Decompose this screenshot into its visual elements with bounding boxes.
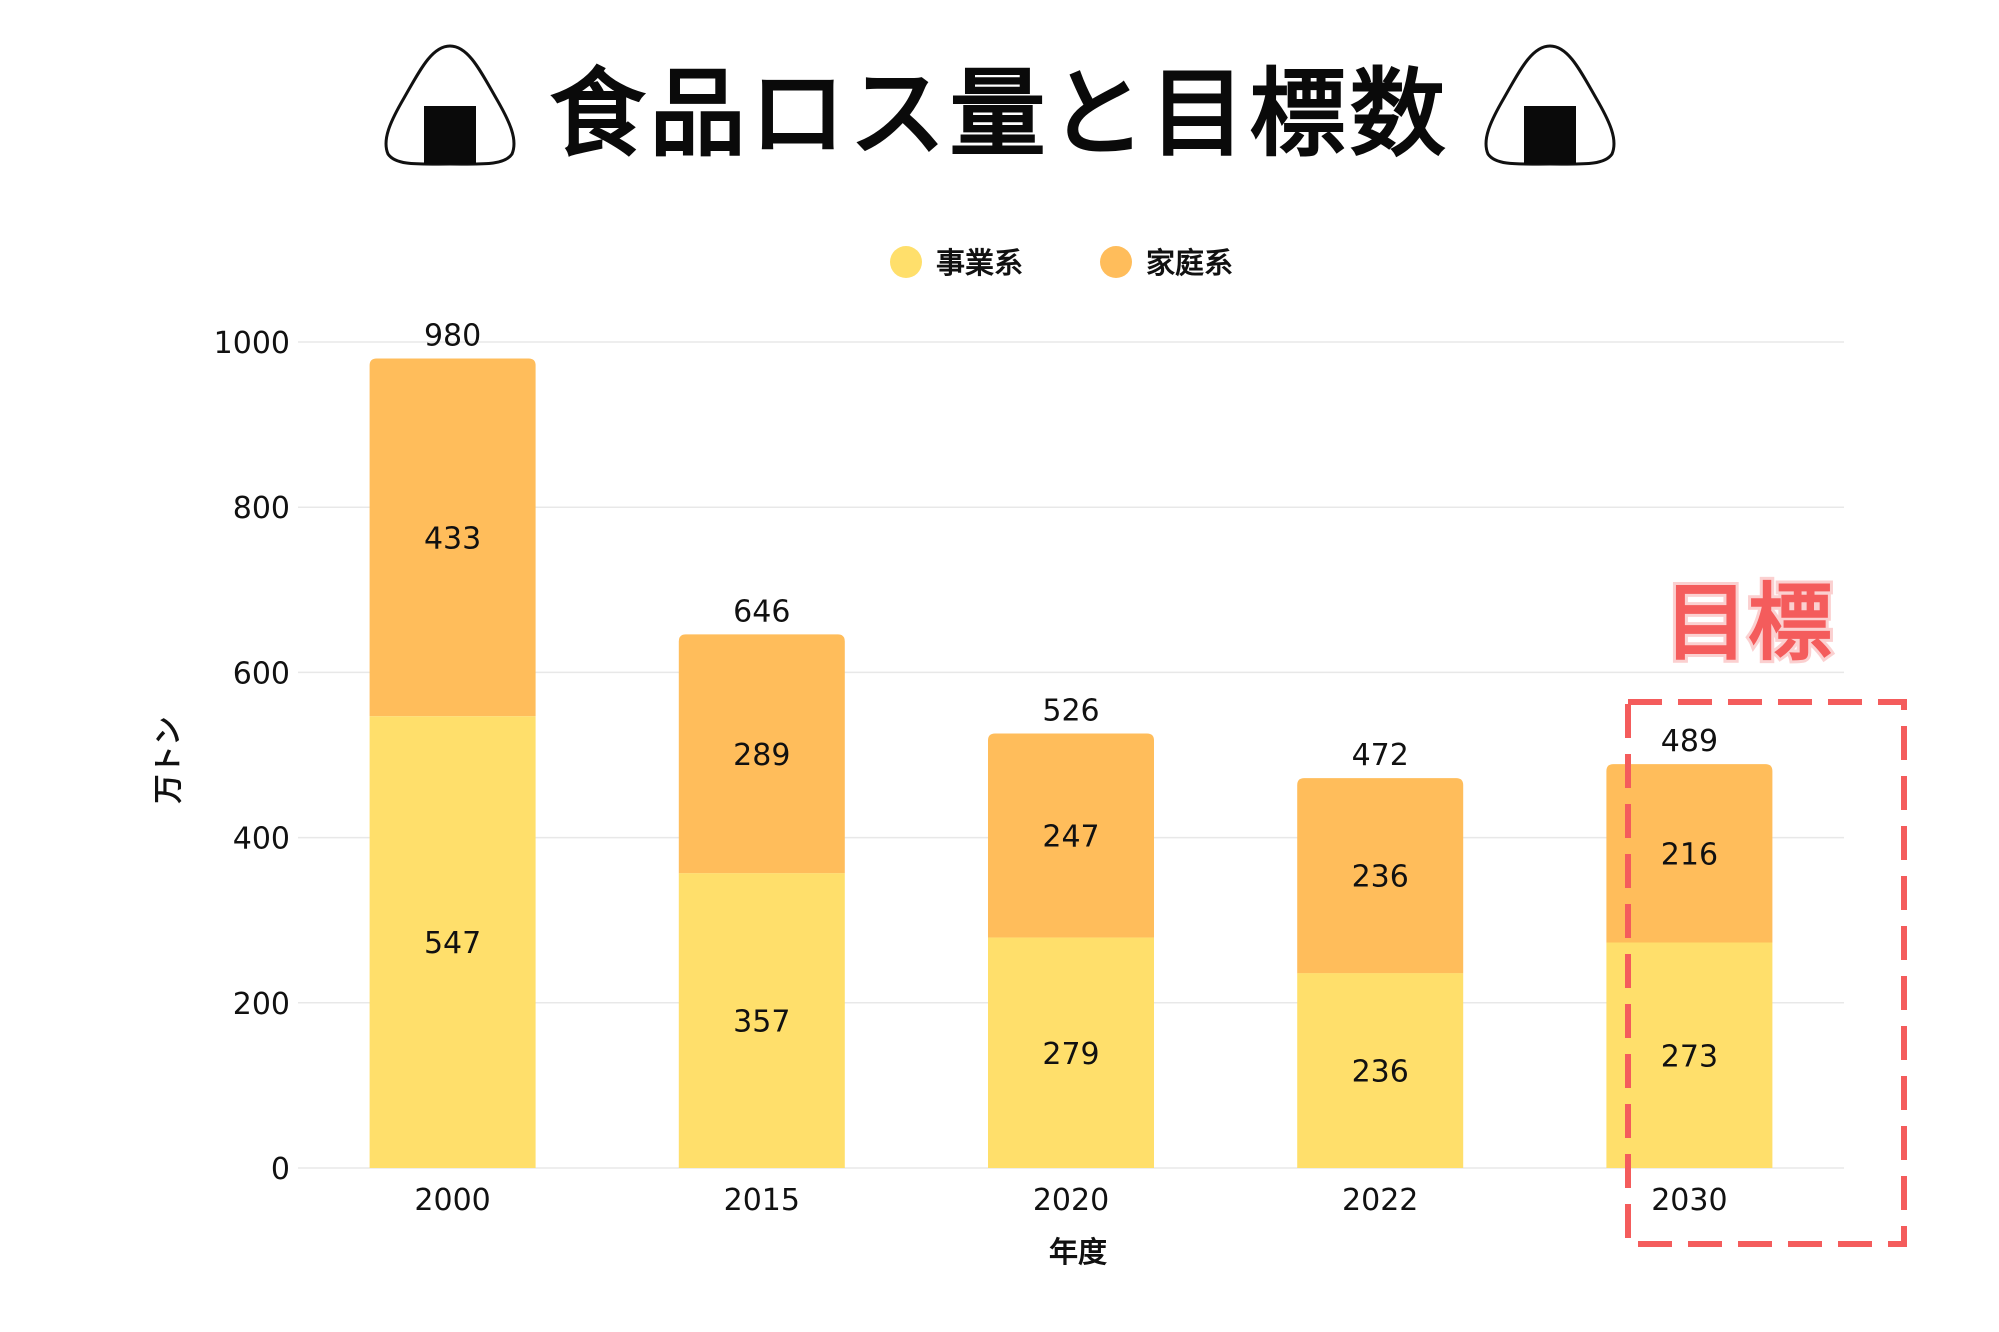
- y-tick-label: 1000: [214, 326, 290, 361]
- axes: 0 200 400 600 800 1000 2000 2015 2020 2022 2030: [214, 326, 1728, 1218]
- total-label: 526: [1042, 694, 1099, 729]
- data-label: 247: [1042, 820, 1099, 855]
- bar-segment: [1297, 973, 1464, 1168]
- data-label: 279: [1042, 1037, 1099, 1072]
- target-label: 目標: [1664, 574, 1832, 672]
- y-tick-label: 600: [233, 656, 290, 691]
- legend-swatch: [1100, 246, 1132, 278]
- total-label: 646: [733, 594, 790, 629]
- legend-label: 事業系: [936, 246, 1023, 280]
- x-tick-label: 2020: [1033, 1183, 1109, 1218]
- data-label: 547: [424, 926, 481, 961]
- y-tick-label: 800: [233, 491, 290, 526]
- total-label: 980: [424, 319, 481, 354]
- page-title: 食品ロス量と目標数: [549, 57, 1450, 170]
- data-label: 273: [1661, 1039, 1718, 1074]
- y-tick-label: 200: [233, 987, 290, 1022]
- data-labels: 547 433 980 357 289 646 279 247 526 236 236 472 273 2…: [424, 319, 1718, 1090]
- bar-segment: [369, 716, 536, 1168]
- total-label: 489: [1661, 724, 1718, 759]
- bar-segment: [678, 634, 845, 874]
- onigiri-icon: [1484, 44, 1615, 166]
- bar-segment: [988, 937, 1154, 1168]
- x-tick-label: 2022: [1342, 1183, 1418, 1218]
- x-tick-label: 2000: [414, 1183, 490, 1218]
- data-label: 236: [1352, 1055, 1409, 1090]
- total-label: 472: [1352, 738, 1409, 773]
- bars: [369, 358, 1773, 1168]
- title-row: 食品ロス量と目標数: [0, 30, 1999, 180]
- onigiri-icon: [384, 44, 515, 166]
- bar-segment: [369, 358, 536, 717]
- data-label: 433: [424, 521, 481, 556]
- y-tick-label: 0: [271, 1152, 290, 1187]
- data-label: 289: [733, 738, 790, 773]
- target-highlight-box: [1625, 699, 1907, 1247]
- y-tick-label: 400: [233, 822, 290, 857]
- legend-label: 家庭系: [1146, 246, 1233, 280]
- bar-segment: [678, 873, 845, 1168]
- bar-segment: [1297, 778, 1464, 974]
- bar-segment: [1606, 764, 1773, 943]
- legend-swatch: [890, 246, 922, 278]
- bar-segment: [1606, 942, 1773, 1168]
- y-axis-title: 万トン: [151, 716, 185, 803]
- data-label: 216: [1661, 837, 1718, 872]
- x-tick-label: 2030: [1651, 1183, 1727, 1218]
- legend: 事業系 家庭系: [890, 246, 1233, 280]
- x-axis-title: 年度: [1049, 1235, 1107, 1269]
- bar-segment: [988, 733, 1154, 938]
- data-label: 236: [1352, 860, 1409, 895]
- x-tick-label: 2015: [724, 1183, 800, 1218]
- data-label: 357: [733, 1005, 790, 1040]
